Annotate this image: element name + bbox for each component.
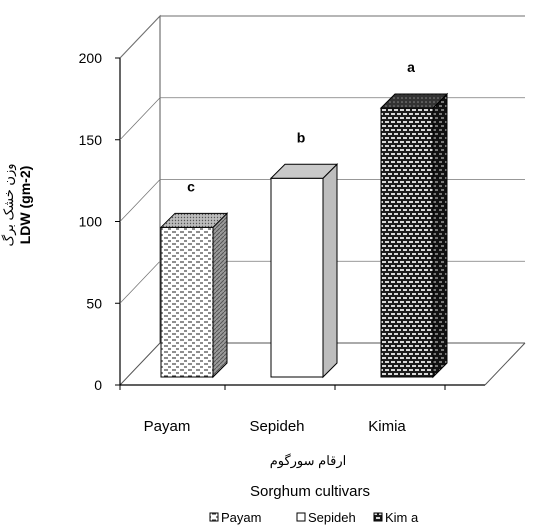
bar-top-face: [159, 212, 229, 228]
gridline: [119, 15, 525, 59]
legend-label: Kim a: [385, 510, 419, 525]
x-tick-label: Sepideh: [249, 418, 304, 435]
y-tick-label: 150: [79, 132, 103, 148]
legend-label: Payam: [221, 510, 261, 525]
bar-side-face: [212, 212, 228, 379]
gridline: [119, 97, 525, 141]
y-tick-label: 50: [86, 295, 102, 311]
bar-front-face: [270, 177, 324, 378]
x-tick-label: Payam: [144, 418, 191, 435]
legend-entry: Kim a: [373, 510, 419, 525]
significance-letter: a: [407, 59, 415, 75]
floor-right-edge: [484, 342, 526, 386]
bar-top-face: [379, 93, 449, 109]
y-tick-label: 100: [79, 214, 103, 230]
bar-side-face: [322, 163, 338, 379]
legend-label: Sepideh: [308, 510, 356, 525]
bar-payam: c: [159, 178, 229, 379]
legend-entry: Payam: [209, 510, 261, 525]
bars: c b a: [159, 59, 449, 379]
bar-side-face: [432, 92, 448, 379]
legend: Payam Sepideh Kim a: [209, 510, 419, 525]
y-tick-label: 200: [79, 50, 103, 66]
x-tick-label: Kimia: [368, 418, 406, 435]
x-axis-label: Sorghum cultivars: [250, 483, 370, 500]
legend-swatch: [373, 512, 383, 522]
bar-front-face: [380, 107, 434, 378]
y-tick-label: 0: [94, 377, 102, 393]
bar-kimia: a: [379, 59, 449, 379]
significance-letter: c: [187, 178, 195, 194]
significance-letter: b: [297, 129, 306, 145]
y-axis-label-persian: وزن خشک برگ: [1, 163, 17, 246]
x-axis-ticks: Payam Sepideh Kimia: [119, 385, 446, 435]
y-axis-ticks: 0 50 100 150 200: [79, 50, 120, 393]
x-axis-label-persian: ارقام سورگوم: [270, 453, 347, 469]
legend-entry: Sepideh: [296, 510, 356, 525]
bar-front-face: [160, 226, 214, 378]
legend-swatch: [296, 512, 306, 522]
y-axis-label: LDW (gm-2): [17, 166, 33, 245]
bar-sepideh: b: [269, 129, 339, 379]
bar-top-face: [269, 163, 339, 179]
legend-swatch: [209, 512, 219, 522]
